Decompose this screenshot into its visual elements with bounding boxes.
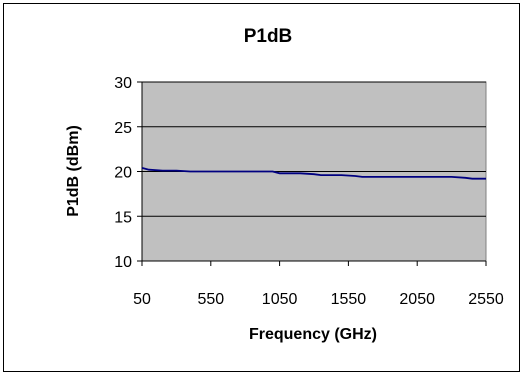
x-tick-label-550: 550	[197, 291, 224, 308]
series-line	[141, 167, 486, 180]
x-tick-labels: 50 550 1050 1550 2050 2550	[133, 291, 504, 308]
x-axis-title: Frequency (GHz)	[249, 326, 377, 343]
axes	[137, 81, 487, 266]
x-tick-label-1550: 1550	[331, 291, 367, 308]
x-tick-label-1050: 1050	[262, 291, 298, 308]
x-tick-label-2550: 2550	[468, 291, 504, 308]
x-tick-label-50: 50	[133, 291, 151, 308]
y-tick-label-25: 25	[114, 120, 132, 137]
y-tick-label-30: 30	[114, 75, 132, 92]
y-tick-label-15: 15	[114, 209, 132, 226]
y-tick-label-10: 10	[114, 254, 132, 271]
y-tick-labels: 10 15 20 25 30	[114, 75, 132, 271]
chart-title: P1dB	[244, 26, 293, 47]
y-tick-label-20: 20	[114, 165, 132, 182]
x-tick-label-2050: 2050	[399, 291, 435, 308]
y-axis-title: P1dB (dBm)	[65, 125, 82, 217]
